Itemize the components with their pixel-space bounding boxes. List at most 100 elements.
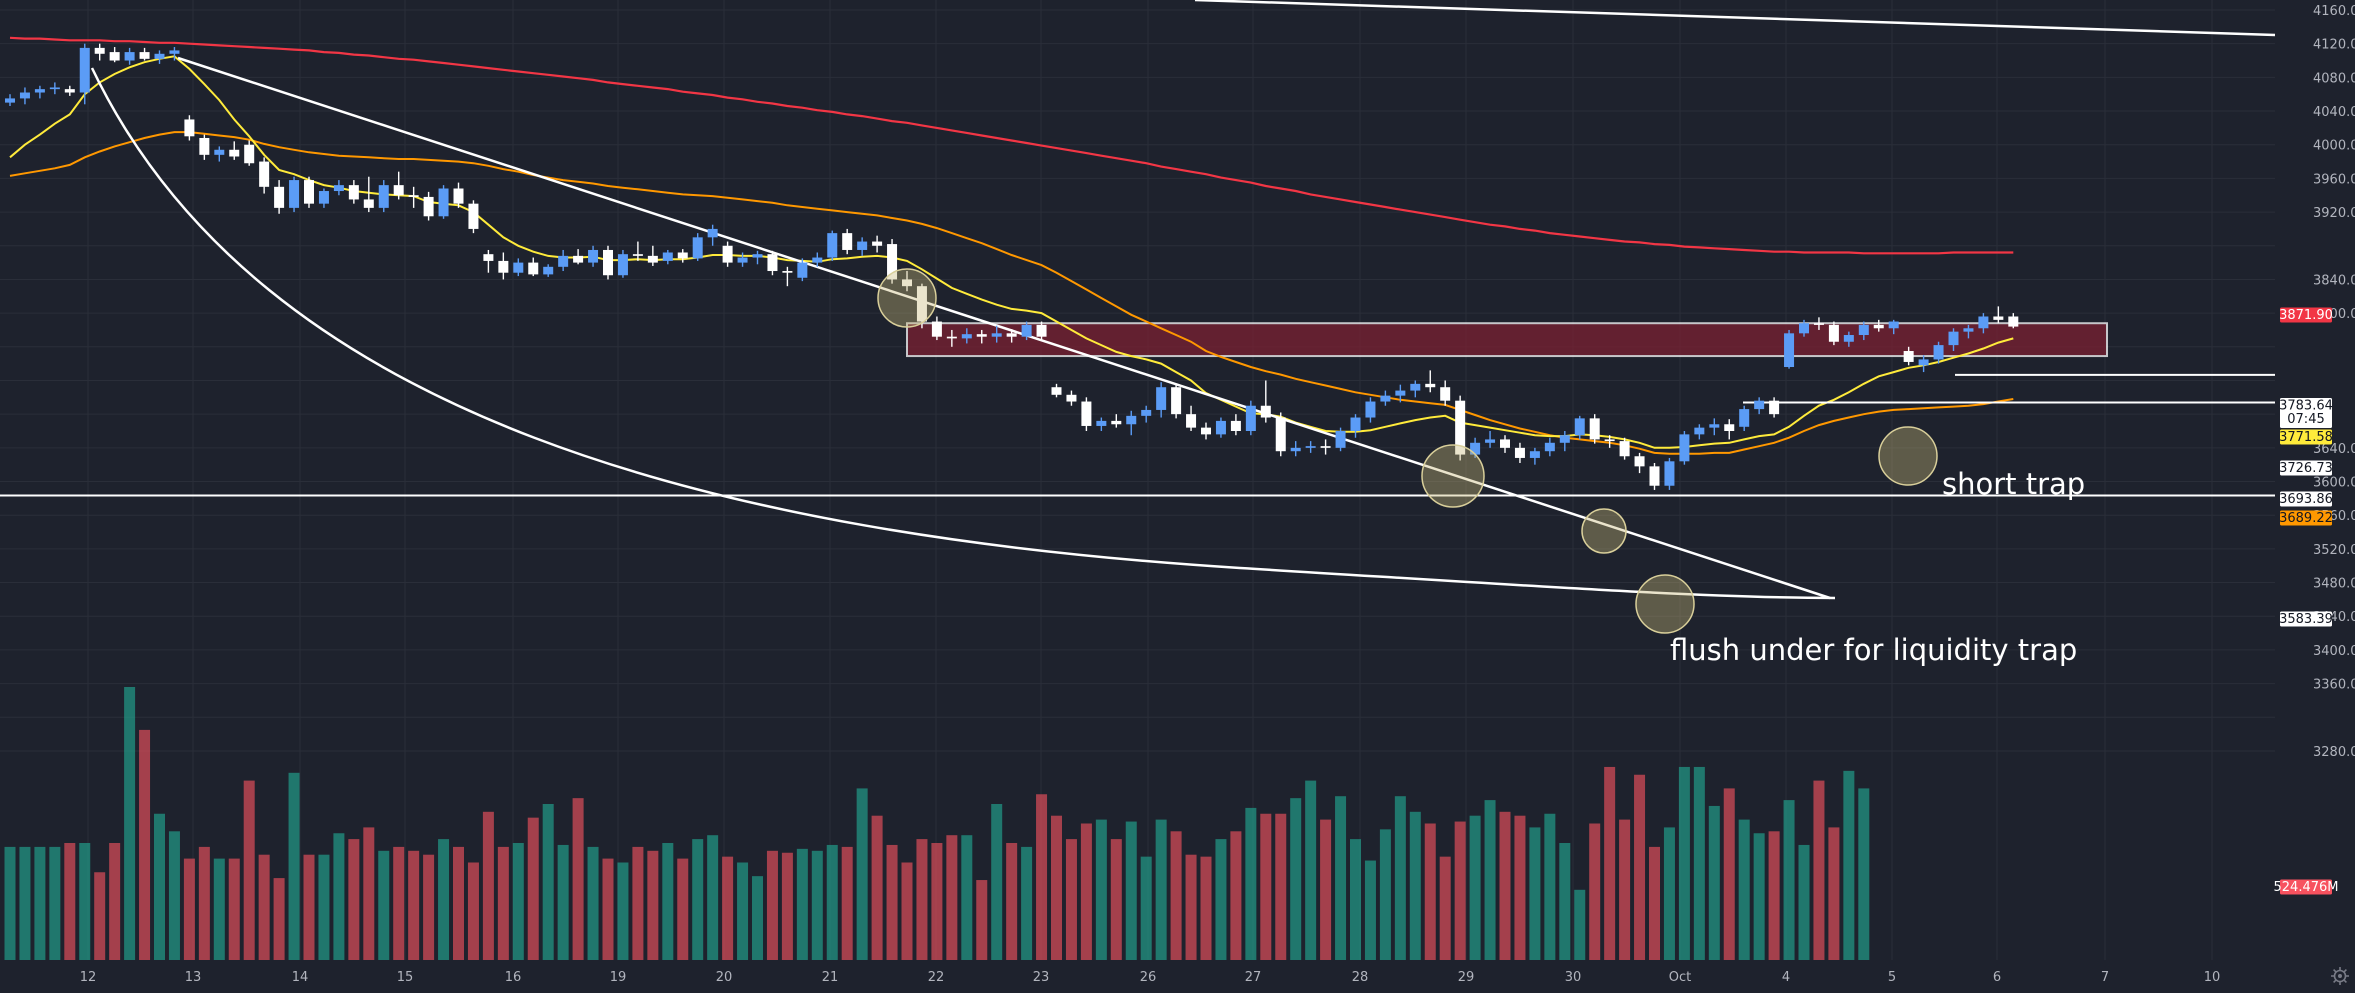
candle-body xyxy=(1993,316,2004,320)
candle-body xyxy=(109,52,120,61)
volume-bar xyxy=(34,846,46,960)
ema-200-line xyxy=(9,36,2014,255)
volume-bar xyxy=(243,780,255,960)
resistance-zone xyxy=(906,322,2108,358)
volume-bar xyxy=(1364,860,1376,960)
candle-body xyxy=(1724,424,1735,431)
price-tag-bg xyxy=(2280,398,2332,428)
volume-bar xyxy=(1350,839,1361,960)
candle-body xyxy=(1126,415,1137,425)
volume-bar xyxy=(109,843,121,960)
candle-body xyxy=(842,233,853,250)
candle-body xyxy=(1888,321,1899,329)
price-tag-value: 3726.73 xyxy=(2279,461,2333,476)
volume-bar xyxy=(1230,831,1242,960)
volume-bar xyxy=(692,839,704,960)
volume-bar xyxy=(1708,805,1720,960)
candle-body xyxy=(737,257,748,263)
time-tick-label: 26 xyxy=(1140,970,1157,985)
time-tick-label: 5 xyxy=(1888,970,1896,985)
candle-body xyxy=(603,249,613,276)
volume-bar xyxy=(1619,819,1631,960)
volume-bar xyxy=(1649,846,1660,960)
volume-bar xyxy=(482,811,494,960)
candle-body xyxy=(528,262,539,275)
candle-body xyxy=(363,199,374,208)
candle-body xyxy=(1619,441,1630,457)
candle-body xyxy=(79,47,90,93)
candle-body xyxy=(707,228,718,238)
candle-body xyxy=(916,286,927,322)
settings-gear-icon[interactable] xyxy=(2331,967,2349,985)
volume-bar xyxy=(79,843,91,960)
candle-body xyxy=(902,279,912,287)
candle-body xyxy=(154,53,165,59)
volume-bar xyxy=(931,843,943,960)
candle-body xyxy=(393,185,404,196)
volume-bar xyxy=(991,804,1003,960)
price-axis[interactable]: 4160.00 4120.00 4080.00 4040.00 4000.00 3960.… xyxy=(2313,4,2355,760)
volume-bar xyxy=(572,798,584,960)
volume-bar xyxy=(1484,800,1496,960)
candle-body xyxy=(1171,387,1182,415)
volume-bar xyxy=(49,846,61,960)
volume-bar xyxy=(707,835,719,960)
volume-bar xyxy=(4,846,16,960)
volume-bar xyxy=(886,844,898,960)
candle-body xyxy=(1006,333,1017,337)
volume-bar xyxy=(198,846,210,960)
candle-body xyxy=(797,262,808,278)
volume-bar xyxy=(781,852,793,960)
candle-body xyxy=(767,254,778,272)
volume-bar xyxy=(1723,788,1735,960)
volume-bar xyxy=(288,772,300,960)
candle-body xyxy=(1514,447,1525,458)
volume-bar xyxy=(1798,844,1810,960)
candle-body xyxy=(94,47,105,54)
candle-body xyxy=(1574,418,1585,436)
time-tick-label: 21 xyxy=(822,970,839,985)
volume-bar xyxy=(1499,811,1511,960)
candle-body xyxy=(1559,435,1570,443)
candle-body xyxy=(1156,387,1167,410)
candle-body xyxy=(1500,439,1510,448)
volume-bar xyxy=(348,839,360,960)
candle-body xyxy=(1141,409,1152,416)
volume-bar xyxy=(1305,780,1317,960)
volume-bar xyxy=(1185,854,1197,960)
volume-bar xyxy=(1170,831,1182,960)
candle-body xyxy=(49,87,60,90)
candle-body xyxy=(1739,409,1750,427)
candle-body xyxy=(34,89,45,93)
candle-body xyxy=(229,149,240,157)
candle-body xyxy=(214,149,225,155)
candle-body xyxy=(348,185,359,200)
volume-bar xyxy=(1783,800,1795,960)
candle-body xyxy=(184,119,195,137)
candle-body xyxy=(19,92,30,99)
candle-body xyxy=(1589,418,1600,440)
volume-bar xyxy=(901,862,913,960)
volume-bar xyxy=(423,854,435,960)
candle-body xyxy=(1066,394,1077,402)
highlight-circle xyxy=(1635,574,1695,634)
candle-body xyxy=(1485,439,1496,443)
volume-bar xyxy=(1753,833,1765,960)
time-axis[interactable]: 12 13 14 15 16 19 20 21 22 23 26 27 28 29 30 Oct 4 5 6 7 10 xyxy=(80,970,2221,985)
candle-body xyxy=(1470,442,1481,455)
time-tick-label: 6 xyxy=(1993,970,2001,985)
volume-bars xyxy=(4,687,1870,960)
curved-support-line xyxy=(90,67,1836,600)
time-tick-label: 14 xyxy=(292,970,309,985)
candle-body xyxy=(1365,401,1376,418)
annotations: short trap flush under for liquidity tra… xyxy=(1670,467,2085,667)
volume-bar xyxy=(363,827,375,960)
volume-bar xyxy=(1409,811,1421,960)
time-tick-label: 22 xyxy=(928,970,945,985)
candle-body xyxy=(1544,442,1555,452)
volume-bar xyxy=(318,854,330,960)
volume-bar xyxy=(1424,823,1436,960)
candle-body xyxy=(333,185,344,192)
